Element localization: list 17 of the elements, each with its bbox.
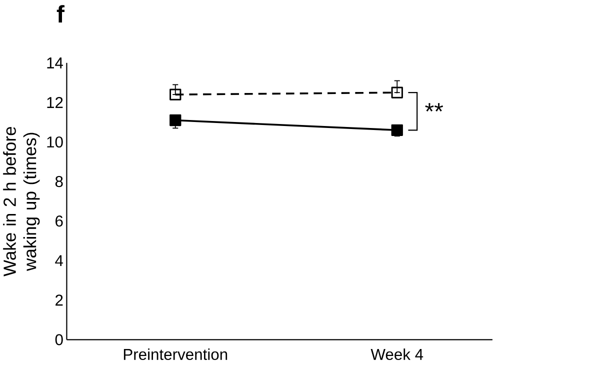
y-axis-title: Wake in 2 h before waking up (times) bbox=[3, 127, 40, 277]
point bbox=[170, 114, 182, 126]
annotation: ** bbox=[425, 103, 444, 112]
y-tick-label: 0 bbox=[55, 334, 63, 346]
point bbox=[391, 86, 403, 99]
x-tick-label: Preintervention bbox=[124, 348, 228, 360]
chart-title: f bbox=[56, 5, 64, 23]
y-tick-label: 12 bbox=[47, 97, 63, 108]
y-tick-label: 2 bbox=[56, 294, 63, 306]
y-tick-label: 6 bbox=[56, 216, 63, 227]
point bbox=[170, 88, 182, 101]
y-tick-label: 10 bbox=[47, 136, 63, 148]
x-tick-label: Week 4 bbox=[370, 348, 424, 360]
y-tick-label: 14 bbox=[47, 58, 63, 68]
y-tick-label: 8 bbox=[55, 176, 63, 188]
y-tick-label: 4 bbox=[55, 255, 64, 266]
point bbox=[391, 124, 403, 136]
